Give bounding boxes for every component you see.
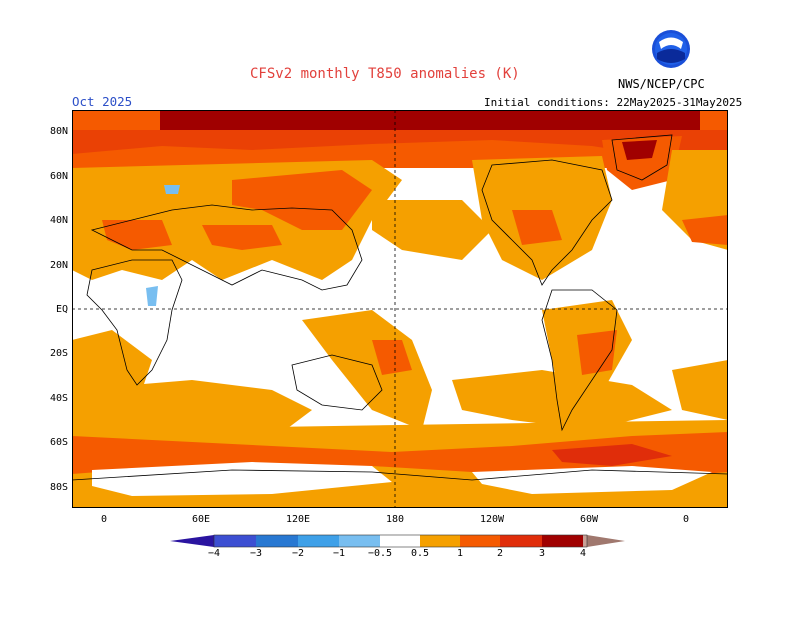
s-midlat-orange-2: [452, 370, 672, 430]
agency-label: NWS/NCEP/CPC: [618, 77, 705, 91]
lat-label: 80N: [49, 126, 68, 137]
valid-month: Oct 2025: [72, 94, 133, 109]
lon-label: 120W: [479, 514, 505, 525]
lat-label: 80S: [49, 482, 68, 493]
coast-europe-asia: [90, 204, 363, 291]
colorbar-max-arrow: [587, 535, 625, 547]
coast-antarctica: [72, 469, 728, 481]
colorbar-label: −4: [207, 548, 221, 559]
colorbar-label: −1: [332, 548, 346, 559]
colorbar-swatch: [214, 535, 256, 547]
colorbar-label: −2: [291, 548, 305, 559]
lat-label: EQ: [55, 304, 68, 315]
n-america-red: [512, 210, 562, 245]
coast-s-america: [541, 289, 618, 432]
colorbar-swatch: [500, 535, 542, 547]
map-frame: [72, 110, 728, 508]
lat-label: 40N: [49, 215, 68, 226]
lon-label: 180: [385, 514, 405, 525]
s-pacific-red: [372, 340, 412, 375]
coast-n-america: [481, 159, 613, 286]
asia-red: [202, 225, 282, 250]
noaa-logo-icon: [652, 30, 690, 68]
lat-label: 20N: [49, 260, 68, 271]
colorbar: [170, 534, 625, 548]
lon-label: 120E: [285, 514, 311, 525]
coast-africa: [86, 259, 183, 386]
n-atlantic-red: [682, 215, 728, 245]
colorbar-swatch: [420, 535, 460, 547]
colorbar-label: 4: [579, 548, 587, 559]
colorbar-swatch: [298, 535, 339, 547]
colorbar-swatch: [256, 535, 298, 547]
lat-label: 60S: [49, 437, 68, 448]
colorbar-label: 3: [538, 548, 546, 559]
colorbar-label: −0.5: [367, 548, 393, 559]
s-midlat-orange-3: [672, 360, 728, 420]
antarctic-white: [92, 462, 392, 496]
colorbar-swatch: [583, 535, 587, 547]
colorbar-label: 0.5: [410, 548, 430, 559]
asia-blue-patch: [164, 185, 180, 194]
colorbar-min-arrow: [170, 535, 214, 547]
lat-label: 20S: [49, 348, 68, 359]
lat-label: 40S: [49, 393, 68, 404]
colorbar-swatch: [460, 535, 500, 547]
colorbar-frame: [213, 534, 588, 548]
initial-conditions: Initial conditions: 22May2025-31May2025: [484, 96, 743, 109]
colorbar-label: 1: [456, 548, 464, 559]
africa-blue-patch: [146, 286, 158, 306]
colorbar-swatch: [380, 535, 420, 547]
antarctic-dark: [552, 444, 672, 466]
arctic-strong: [72, 130, 728, 160]
coast-greenland: [611, 134, 673, 181]
colorbar-swatch: [542, 535, 583, 547]
lon-label: 0: [682, 514, 690, 525]
map-title: CFSv2 monthly T850 anomalies (K): [250, 66, 520, 82]
colorbar-label: −3: [249, 548, 263, 559]
n-pacific-orange: [372, 200, 492, 260]
arctic-peak: [160, 110, 700, 130]
greenland-red: [602, 136, 682, 190]
colorbar-label: 2: [496, 548, 504, 559]
antarctic-white-2: [472, 466, 712, 494]
lon-label: 60W: [579, 514, 599, 525]
s-midlat-orange-1: [72, 380, 312, 440]
coast-australia: [291, 354, 383, 411]
middle-east-red: [102, 220, 172, 250]
lat-label: 60N: [49, 171, 68, 182]
lon-label: 60E: [191, 514, 211, 525]
colorbar-swatch: [339, 535, 380, 547]
lon-label: 0: [100, 514, 108, 525]
greenland-peak: [622, 140, 657, 160]
anomaly-map: [72, 110, 728, 508]
s-america-red: [577, 330, 617, 375]
coastlines: [72, 134, 728, 481]
